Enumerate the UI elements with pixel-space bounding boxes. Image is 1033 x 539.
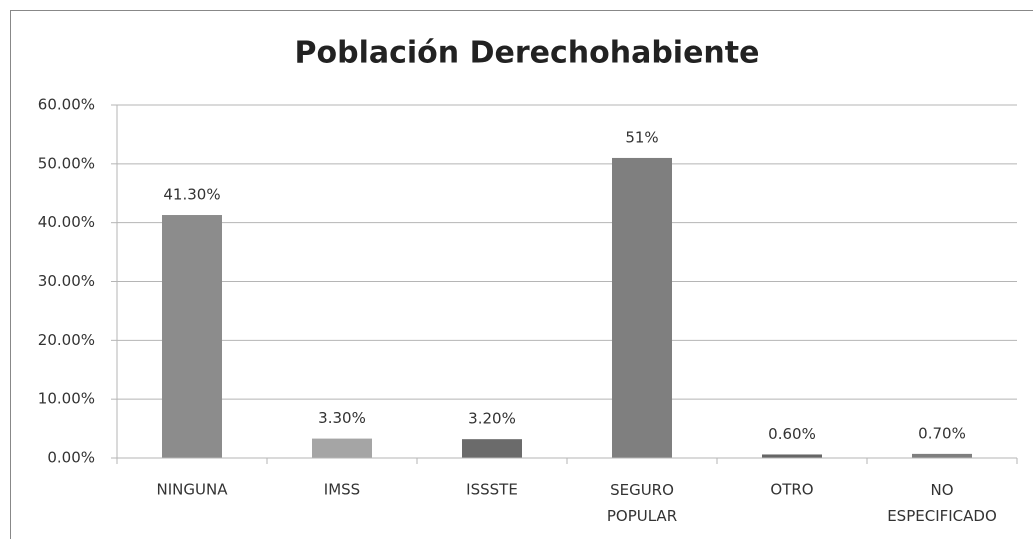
y-tick-label: 60.00% bbox=[38, 96, 95, 114]
bar bbox=[762, 454, 822, 458]
value-label: 0.70% bbox=[918, 424, 966, 442]
chart-title: Población Derechohabiente bbox=[295, 36, 760, 71]
value-label: 51% bbox=[625, 128, 658, 146]
bar bbox=[912, 453, 972, 458]
bar bbox=[462, 439, 522, 458]
x-tick-label: IMSS bbox=[324, 481, 360, 499]
y-tick-label: 10.00% bbox=[38, 390, 95, 408]
x-tick-label: NO ESPECIFICADO bbox=[887, 481, 997, 525]
bar bbox=[162, 215, 222, 458]
x-tick-label: OTRO bbox=[770, 481, 813, 499]
value-label: 3.30% bbox=[318, 409, 366, 427]
value-label: 3.20% bbox=[468, 410, 516, 428]
y-tick-label: 40.00% bbox=[38, 213, 95, 231]
y-tick-label: 30.00% bbox=[38, 272, 95, 290]
x-tick-label: ISSSTE bbox=[466, 481, 518, 499]
x-tick-label: SEGURO POPULAR bbox=[607, 481, 677, 525]
bar bbox=[612, 157, 672, 458]
x-tick-label: NINGUNA bbox=[157, 481, 229, 499]
bar bbox=[312, 438, 372, 458]
y-tick-label: 50.00% bbox=[38, 154, 95, 172]
y-tick-label: 20.00% bbox=[38, 331, 95, 349]
value-label: 0.60% bbox=[768, 425, 816, 443]
y-tick-label: 0.00% bbox=[47, 449, 95, 467]
value-label: 41.30% bbox=[163, 186, 220, 204]
